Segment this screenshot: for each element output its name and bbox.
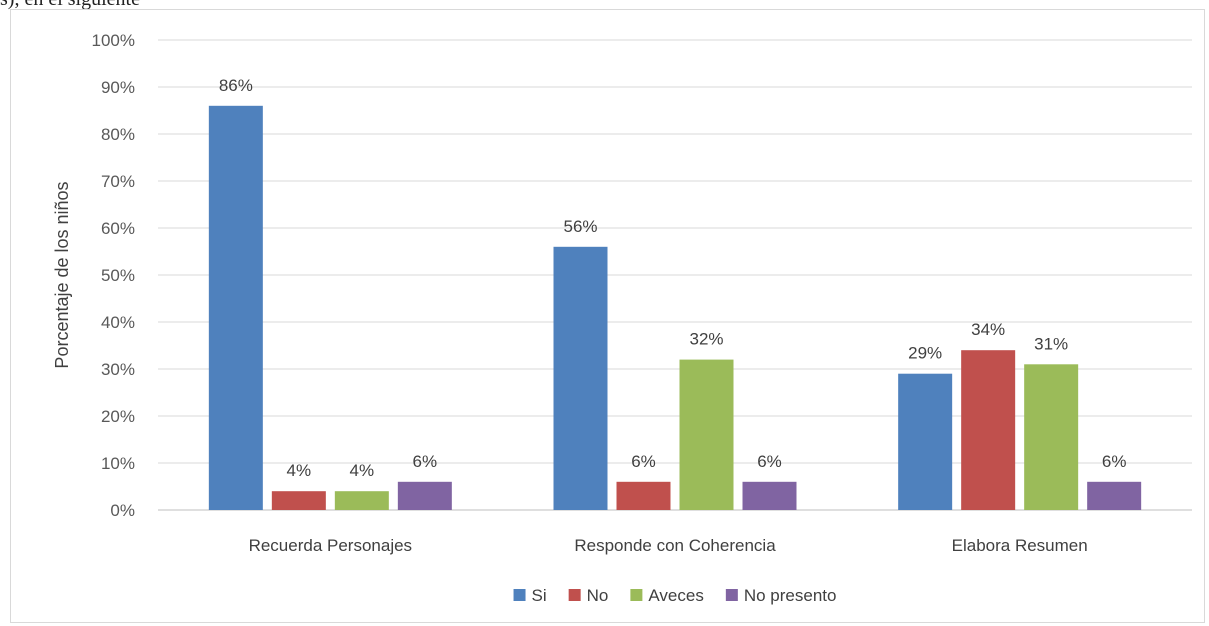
bar-no-presento — [397, 481, 452, 510]
data-label: 6% — [757, 452, 782, 471]
y-tick-label: 30% — [101, 360, 135, 379]
bar-aveces — [334, 491, 389, 510]
bar-no-presento — [742, 481, 797, 510]
data-label: 29% — [908, 344, 942, 363]
legend-label: Aveces — [648, 586, 703, 605]
legend-swatch — [568, 589, 581, 601]
y-tick-label: 100% — [92, 31, 135, 50]
y-tick-label: 50% — [101, 266, 135, 285]
y-tick-label: 10% — [101, 454, 135, 473]
x-axis-category-labels: Recuerda Personajes Responde con Coherenc… — [249, 536, 1088, 555]
y-axis-label: Porcentaje de los niños — [52, 181, 72, 368]
x-category-label: Elabora Resumen — [952, 536, 1088, 555]
bar-no — [961, 350, 1016, 510]
data-label: 6% — [413, 452, 438, 471]
bar-si — [898, 373, 953, 510]
data-label: 4% — [287, 461, 312, 480]
bar-no — [616, 481, 671, 510]
y-tick-label: 20% — [101, 407, 135, 426]
legend-label: Si — [532, 586, 547, 605]
page-text-fragment: s), en el siguiente — [0, 0, 500, 12]
bar-si — [208, 105, 263, 511]
data-label: 56% — [563, 217, 597, 236]
legend-swatch — [725, 589, 738, 601]
y-tick-label: 40% — [101, 313, 135, 332]
bar-aveces — [679, 359, 734, 510]
data-label: 4% — [350, 461, 375, 480]
data-labels: 86% 4% 4% 6% 56% 6% 32% 6% 29% 34% 31% 6% — [219, 76, 1127, 480]
y-tick-label: 70% — [101, 172, 135, 191]
bar-si — [553, 246, 608, 511]
y-tick-label: 60% — [101, 219, 135, 238]
y-tick-label: 90% — [101, 78, 135, 97]
y-tick-label: 0% — [110, 501, 135, 520]
data-label: 6% — [631, 452, 656, 471]
legend-swatch — [513, 589, 526, 601]
bar-no-presento — [1087, 481, 1142, 510]
x-category-label: Responde con Coherencia — [574, 536, 776, 555]
x-category-label: Recuerda Personajes — [249, 536, 412, 555]
legend-swatch — [630, 589, 643, 601]
bar-aveces — [1024, 364, 1079, 510]
gridlines — [158, 39, 1192, 511]
data-label: 31% — [1034, 334, 1068, 353]
chart-frame — [10, 9, 1205, 623]
bar-no — [271, 491, 326, 510]
y-tick-label: 80% — [101, 125, 135, 144]
data-label: 32% — [689, 330, 723, 349]
y-axis-tick-labels: 0% 10% 20% 30% 40% 50% 60% 70% 80% 90% 100% — [92, 31, 135, 520]
data-label: 6% — [1102, 452, 1127, 471]
legend: Si No Aveces No presento — [513, 586, 837, 605]
data-label: 86% — [219, 76, 253, 95]
legend-label: No — [587, 586, 609, 605]
data-label: 34% — [971, 320, 1005, 339]
legend-label: No presento — [744, 586, 837, 605]
bars — [208, 105, 1142, 511]
